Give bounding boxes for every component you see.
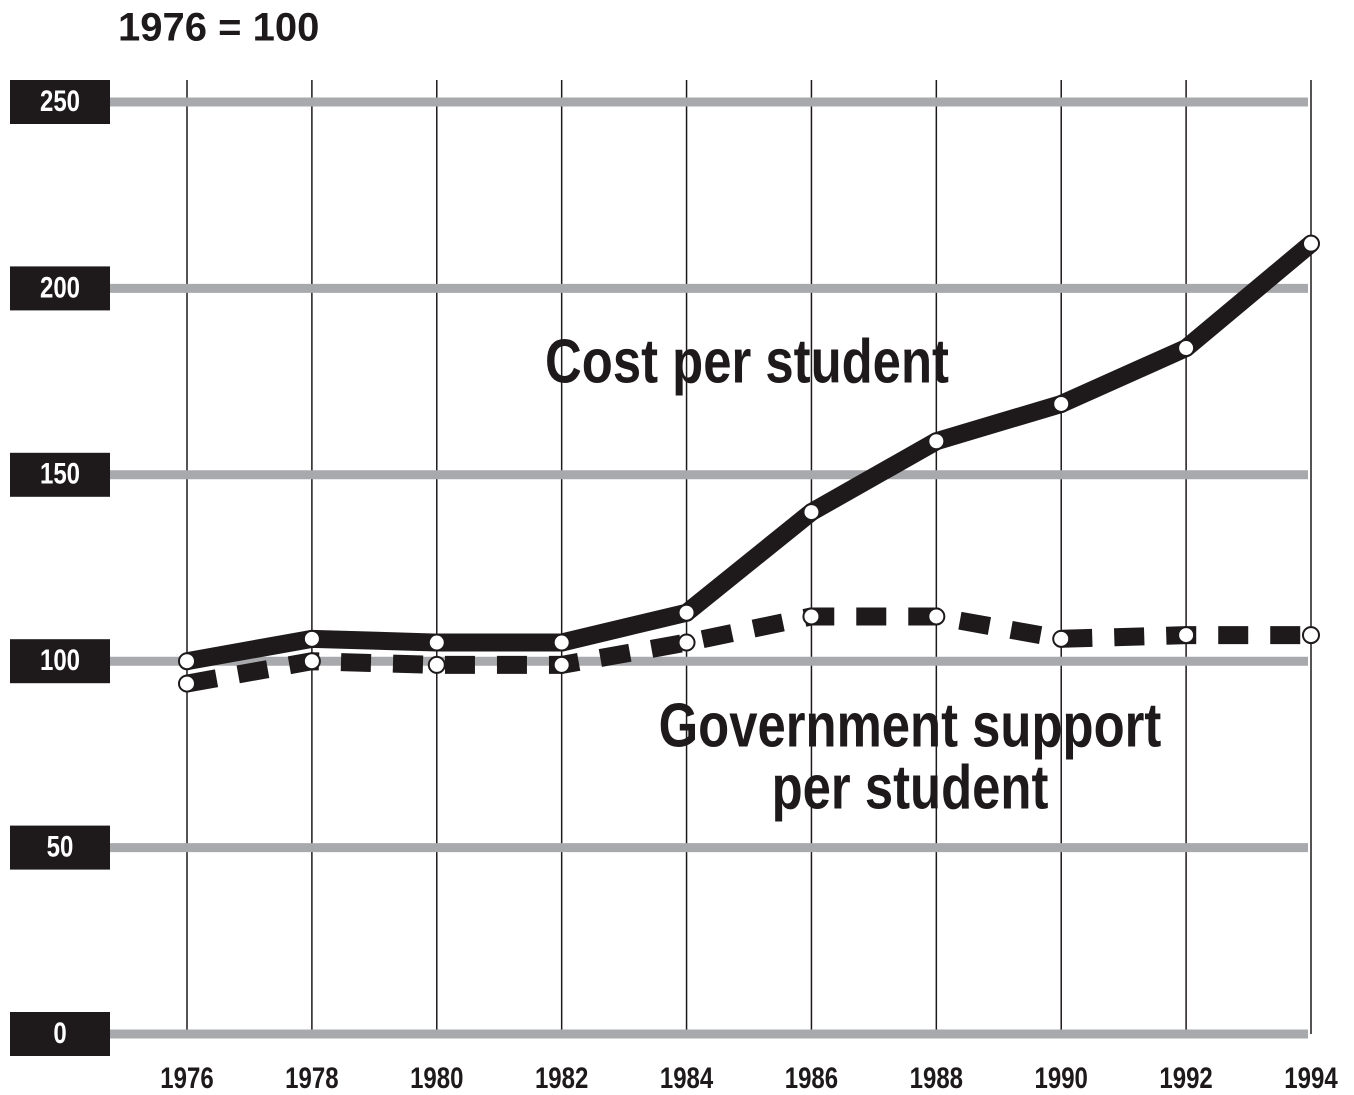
data-point: [927, 432, 946, 451]
data-point: [427, 655, 446, 674]
data-point: [1052, 394, 1071, 413]
x-tick-label: 1986: [785, 1060, 838, 1094]
series-line: [185, 236, 1317, 671]
x-tick-label: 1988: [910, 1060, 963, 1094]
series-line: [185, 607, 1311, 693]
data-point: [552, 633, 571, 652]
y-tick-label: 100: [40, 643, 80, 677]
data-point: [178, 674, 196, 693]
y-tick-box: [10, 80, 110, 124]
y-tick-label: 250: [40, 83, 80, 117]
data-point: [427, 633, 446, 652]
y-tick-label: 50: [47, 829, 74, 863]
data-point: [677, 633, 696, 652]
y-tick-label: 150: [40, 456, 80, 490]
chart-subtitle: 1976 = 100: [118, 6, 319, 50]
data-point: [178, 652, 196, 671]
data-point: [1052, 629, 1071, 648]
y-tick-box: [10, 266, 110, 311]
x-tick-label: 1982: [535, 1060, 588, 1094]
x-tick-label: 1990: [1035, 1060, 1088, 1094]
x-tick-label: 1984: [660, 1060, 713, 1094]
data-point: [802, 503, 821, 522]
data-point: [677, 603, 696, 622]
y-tick-box: [10, 1012, 110, 1056]
data-point: [1177, 626, 1196, 645]
x-tick-label: 1992: [1159, 1060, 1212, 1094]
data-point: [1177, 339, 1196, 358]
data-point: [802, 607, 821, 626]
y-tick-label: 200: [40, 270, 80, 304]
data-point: [1302, 626, 1320, 645]
x-tick-label: 1980: [410, 1060, 463, 1094]
x-tick-label: 1994: [1284, 1060, 1337, 1094]
series-annotation: Cost per student: [545, 328, 949, 397]
y-tick-label: 0: [53, 1015, 66, 1049]
data-point: [552, 655, 571, 674]
y-tick-box: [10, 639, 110, 684]
series-annotation: Government support: [659, 692, 1162, 761]
y-tick-box: [10, 452, 110, 497]
x-tick-label: 1978: [285, 1060, 338, 1094]
data-point: [302, 652, 321, 671]
series-annotation: per student: [772, 754, 1049, 823]
data-point: [927, 607, 946, 626]
y-tick-box: [10, 825, 110, 870]
data-point: [302, 629, 321, 648]
data-point: [1302, 234, 1320, 253]
x-tick-label: 1976: [160, 1060, 213, 1094]
